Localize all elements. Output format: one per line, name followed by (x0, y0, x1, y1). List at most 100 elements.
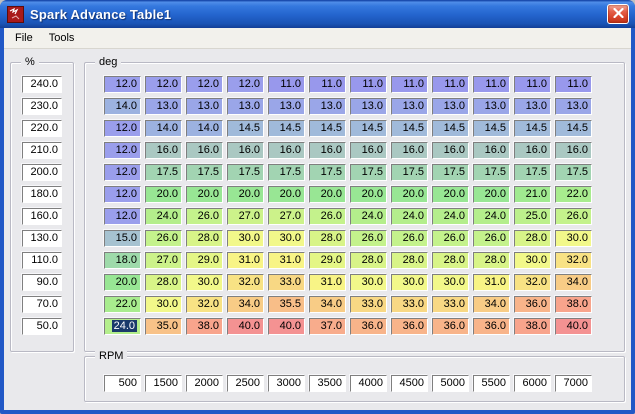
load-axis-field[interactable]: 130.0 (22, 230, 62, 247)
spark-cell[interactable]: 28.0 (514, 230, 551, 247)
spark-cell[interactable]: 20.0 (350, 186, 387, 203)
spark-cell[interactable]: 12.0 (186, 76, 223, 93)
spark-cell[interactable]: 14.5 (514, 120, 551, 137)
spark-cell[interactable]: 22.0 (555, 186, 592, 203)
spark-cell[interactable]: 14.5 (473, 120, 510, 137)
spark-cell[interactable]: 17.5 (227, 164, 264, 181)
spark-cell[interactable]: 20.0 (391, 186, 428, 203)
spark-cell[interactable]: 12.0 (104, 76, 141, 93)
spark-cell[interactable]: 16.0 (350, 142, 387, 159)
spark-cell[interactable]: 38.0 (555, 296, 592, 313)
spark-cell[interactable]: 20.0 (268, 186, 305, 203)
spark-cell[interactable]: 33.0 (350, 296, 387, 313)
spark-cell[interactable]: 14.5 (309, 120, 346, 137)
spark-cell[interactable]: 27.0 (268, 208, 305, 225)
spark-cell[interactable]: 11.0 (268, 76, 305, 93)
spark-cell[interactable]: 11.0 (350, 76, 387, 93)
spark-cell[interactable]: 17.5 (186, 164, 223, 181)
menu-file[interactable]: File (15, 32, 33, 44)
spark-cell[interactable]: 20.0 (186, 186, 223, 203)
spark-cell[interactable]: 13.0 (555, 98, 592, 115)
spark-cell[interactable]: 38.0 (186, 318, 223, 335)
rpm-axis-field[interactable]: 1500 (145, 375, 182, 392)
spark-cell[interactable]: 24.0 (391, 208, 428, 225)
rpm-axis-field[interactable]: 2500 (227, 375, 264, 392)
spark-cell[interactable]: 16.0 (227, 142, 264, 159)
spark-cell[interactable]: 11.0 (432, 76, 469, 93)
spark-cell[interactable]: 27.0 (227, 208, 264, 225)
spark-cell[interactable]: 16.0 (514, 142, 551, 159)
load-axis-field[interactable]: 220.0 (22, 120, 62, 137)
spark-cell[interactable]: 17.5 (268, 164, 305, 181)
spark-cell[interactable]: 36.0 (350, 318, 387, 335)
rpm-axis-field[interactable]: 4500 (391, 375, 428, 392)
spark-cell[interactable]: 14.0 (104, 98, 141, 115)
spark-cell[interactable]: 16.0 (473, 142, 510, 159)
spark-cell[interactable]: 13.0 (514, 98, 551, 115)
spark-cell[interactable]: 36.0 (391, 318, 428, 335)
spark-cell[interactable]: 29.0 (186, 252, 223, 269)
spark-cell[interactable]: 26.0 (473, 230, 510, 247)
spark-cell[interactable]: 16.0 (432, 142, 469, 159)
load-axis-field[interactable]: 200.0 (22, 164, 62, 181)
spark-cell[interactable]: 11.0 (555, 76, 592, 93)
spark-cell[interactable]: 26.0 (432, 230, 469, 247)
rpm-axis-field[interactable]: 7000 (555, 375, 592, 392)
load-axis-field[interactable]: 50.0 (22, 318, 62, 335)
spark-cell[interactable]: 13.0 (227, 98, 264, 115)
spark-cell[interactable]: 36.0 (432, 318, 469, 335)
spark-cell[interactable]: 32.0 (186, 296, 223, 313)
spark-cell[interactable]: 11.0 (514, 76, 551, 93)
close-button[interactable] (607, 4, 629, 24)
spark-cell[interactable]: 11.0 (391, 76, 428, 93)
spark-cell[interactable]: 35.5 (268, 296, 305, 313)
spark-cell[interactable]: 13.0 (309, 98, 346, 115)
spark-cell[interactable]: 30.0 (145, 296, 182, 313)
spark-cell[interactable]: 37.0 (309, 318, 346, 335)
spark-cell[interactable]: 20.0 (104, 274, 141, 291)
spark-cell[interactable]: 12.0 (104, 208, 141, 225)
spark-cell[interactable]: 12.0 (104, 186, 141, 203)
load-axis-field[interactable]: 160.0 (22, 208, 62, 225)
spark-cell[interactable]: 40.0 (268, 318, 305, 335)
spark-cell[interactable]: 13.0 (350, 98, 387, 115)
spark-cell[interactable]: 12.0 (227, 76, 264, 93)
spark-cell[interactable]: 14.5 (391, 120, 428, 137)
spark-cell[interactable]: 26.0 (555, 208, 592, 225)
spark-cell[interactable]: 28.0 (350, 252, 387, 269)
spark-cell[interactable]: 14.0 (145, 120, 182, 137)
spark-cell[interactable]: 24.0 (432, 208, 469, 225)
spark-cell[interactable]: 20.0 (145, 186, 182, 203)
spark-cell[interactable]: 26.0 (309, 208, 346, 225)
spark-cell[interactable]: 33.0 (391, 296, 428, 313)
spark-cell[interactable]: 30.0 (391, 274, 428, 291)
spark-cell[interactable]: 28.0 (473, 252, 510, 269)
spark-cell[interactable]: 20.0 (309, 186, 346, 203)
load-axis-field[interactable]: 110.0 (22, 252, 62, 269)
spark-cell[interactable]: 22.0 (104, 296, 141, 313)
spark-cell[interactable]: 17.5 (514, 164, 551, 181)
spark-cell[interactable]: 13.0 (432, 98, 469, 115)
spark-cell[interactable]: 32.0 (555, 252, 592, 269)
spark-cell[interactable]: 29.0 (309, 252, 346, 269)
spark-cell[interactable]: 31.0 (268, 252, 305, 269)
spark-cell[interactable]: 17.5 (350, 164, 387, 181)
spark-cell[interactable]: 20.0 (473, 186, 510, 203)
rpm-axis-field[interactable]: 3000 (268, 375, 305, 392)
spark-cell[interactable]: 28.0 (391, 252, 428, 269)
spark-cell[interactable]: 33.0 (268, 274, 305, 291)
spark-cell[interactable]: 24.0 (145, 208, 182, 225)
spark-cell[interactable]: 25.0 (514, 208, 551, 225)
spark-cell[interactable]: 36.0 (473, 318, 510, 335)
spark-cell[interactable]: 16.0 (268, 142, 305, 159)
spark-cell[interactable]: 31.0 (227, 252, 264, 269)
spark-cell[interactable]: 14.5 (350, 120, 387, 137)
rpm-axis-field[interactable]: 5500 (473, 375, 510, 392)
spark-cell[interactable]: 34.0 (473, 296, 510, 313)
spark-cell[interactable]: 24.0 (350, 208, 387, 225)
spark-cell[interactable]: 28.0 (186, 230, 223, 247)
spark-cell[interactable]: 38.0 (514, 318, 551, 335)
spark-cell[interactable]: 12.0 (145, 76, 182, 93)
spark-cell[interactable]: 34.0 (309, 296, 346, 313)
spark-cell[interactable]: 18.0 (104, 252, 141, 269)
